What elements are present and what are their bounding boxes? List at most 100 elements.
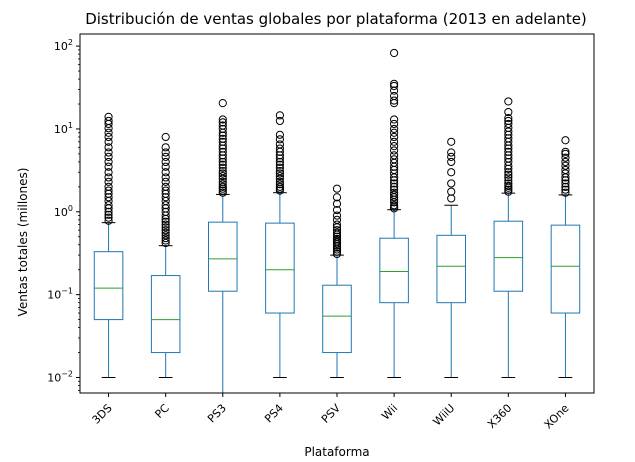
flier-point (561, 136, 570, 145)
flier-point (275, 130, 284, 139)
x-tick-label: PSV (319, 401, 343, 425)
flier-point (218, 174, 227, 183)
flier-point (390, 124, 399, 134)
box-ps3 (208, 221, 238, 292)
flier-point (390, 188, 399, 197)
flier-point (332, 215, 342, 224)
flier-point (104, 186, 113, 195)
flier-point (218, 188, 227, 197)
flier-point (275, 169, 284, 178)
flier-point (161, 231, 170, 240)
box-ps4 (265, 222, 295, 314)
flier-point (161, 143, 170, 152)
flier-point (504, 116, 513, 126)
flier-point (275, 111, 284, 120)
flier-point (218, 137, 227, 146)
flier-point (218, 182, 227, 191)
flier-point (447, 137, 456, 146)
flier-point (332, 205, 342, 215)
flier-point (332, 232, 342, 241)
flier-point (161, 234, 170, 243)
flier-point (561, 169, 570, 178)
x-axis-label: Plataforma (304, 445, 369, 459)
flier-point (390, 91, 399, 101)
flier-point (104, 193, 113, 202)
flier-point (332, 211, 342, 220)
flier-point (390, 190, 399, 199)
flier-point (161, 132, 170, 142)
flier-point (561, 149, 570, 158)
flier-point (504, 97, 513, 106)
flier-point (504, 187, 513, 196)
flier-point (104, 157, 113, 167)
plot-frame (79, 33, 595, 394)
flier-point (390, 201, 399, 210)
flier-point (104, 152, 113, 161)
flier-point (332, 247, 342, 256)
flier-point (218, 147, 227, 156)
flier-point (161, 207, 170, 216)
y-tick-label: 101 (54, 121, 73, 136)
flier-point (218, 160, 227, 169)
flier-point (275, 160, 284, 169)
flier-point (447, 148, 456, 157)
flier-point (275, 166, 284, 176)
flier-point (161, 217, 170, 226)
box-pc (150, 275, 181, 354)
flier-point (390, 119, 399, 129)
flier-point (332, 220, 342, 229)
flier-point (218, 180, 227, 189)
flier-point (504, 168, 513, 177)
flier-point (390, 182, 399, 191)
flier-point (161, 223, 170, 232)
flier-point (332, 226, 342, 235)
flier-point (218, 157, 227, 167)
flier-point (561, 157, 570, 167)
flier-point (390, 179, 399, 188)
flier-point (561, 161, 570, 170)
x-tick-label: PS4 (262, 402, 286, 426)
flier-point (561, 165, 570, 175)
flier-point (161, 220, 170, 229)
box-x360 (493, 220, 524, 292)
flier-point (561, 153, 570, 162)
flier-point (104, 182, 113, 191)
flier-point (561, 147, 570, 156)
flier-point (161, 177, 170, 186)
flier-point (275, 177, 284, 186)
flier-point (275, 140, 284, 149)
flier-point (561, 185, 570, 194)
flier-point (161, 148, 170, 157)
y-axis-label: Ventas totales (millones) (16, 168, 30, 317)
flier-point (447, 179, 456, 188)
flier-point (504, 114, 513, 123)
flier-point (390, 96, 399, 105)
box-psv (322, 284, 352, 354)
flier-point (104, 216, 113, 225)
flier-point (161, 193, 170, 202)
flier-point (561, 188, 570, 197)
flier-point (218, 115, 227, 124)
flier-point (504, 176, 513, 185)
flier-point (504, 170, 513, 179)
flier-point (161, 168, 170, 177)
flier-point (161, 226, 170, 235)
x-tick-label: X360 (485, 402, 514, 431)
flier-point (161, 157, 170, 167)
flier-point (275, 154, 284, 163)
flier-point (332, 199, 342, 208)
flier-point (104, 210, 113, 219)
x-tick-label: Wii (379, 402, 400, 423)
flier-point (104, 177, 113, 186)
flier-point (275, 174, 284, 183)
flier-point (104, 213, 113, 222)
flier-point (104, 112, 113, 121)
flier-point (104, 143, 113, 152)
flier-point (218, 166, 227, 176)
flier-point (390, 146, 399, 155)
flier-point (218, 177, 227, 186)
x-tick-label: PC (152, 401, 172, 421)
flier-point (218, 163, 227, 172)
flier-point (218, 169, 227, 178)
